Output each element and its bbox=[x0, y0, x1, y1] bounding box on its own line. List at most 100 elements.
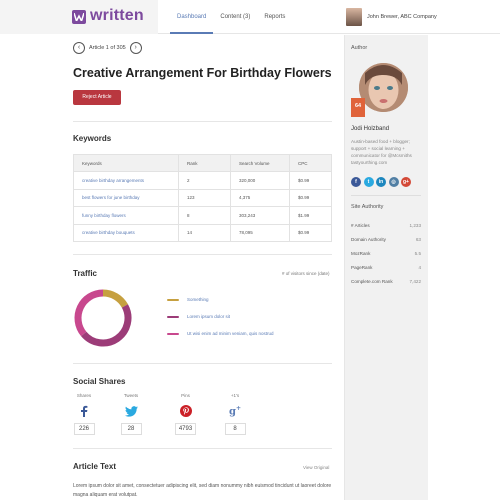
share-pinterest: Pins 4793 bbox=[167, 393, 204, 435]
keywords-heading: Keywords bbox=[73, 134, 112, 143]
main-nav: Dashboard Content (3) Reports bbox=[170, 0, 292, 34]
article-body: Lorem ipsum dolor sit amet, consectetuer… bbox=[73, 483, 332, 498]
col-rank[interactable]: Rank bbox=[178, 154, 231, 172]
divider bbox=[351, 195, 421, 196]
table-row: creative birthday bouquets 14 78,095 $0.… bbox=[73, 223, 332, 242]
keyword-cell[interactable]: funny birthday flowers bbox=[73, 206, 179, 225]
stat-value: 7,422 bbox=[409, 279, 422, 284]
social-shares: Shares 226 Tweets 28 Pins 4793 +1's g+ 8 bbox=[73, 393, 266, 435]
share-count: 4793 bbox=[175, 423, 196, 435]
volume-cell: 4,375 bbox=[230, 188, 290, 207]
facebook-icon[interactable]: f bbox=[351, 177, 361, 187]
traffic-donut-chart bbox=[74, 289, 132, 347]
author-social-links: f t in ◎ g+ bbox=[351, 177, 411, 187]
donut-segment bbox=[102, 289, 128, 308]
article-pager: ‹ Article 1 of 305 › bbox=[73, 42, 142, 54]
visitors-label: # of visitors since (date) bbox=[282, 271, 330, 276]
legend-swatch bbox=[167, 298, 179, 301]
twitter-icon[interactable]: t bbox=[363, 177, 374, 187]
logo-text: written bbox=[90, 7, 144, 24]
site-authority-heading: Site Authority bbox=[351, 204, 384, 210]
table-row: creative birthday arrangements 2 320,000… bbox=[73, 171, 332, 190]
stat-label: Complete.com Rank bbox=[351, 279, 393, 284]
volume-cell: 320,000 bbox=[230, 171, 290, 190]
chevron-left-icon[interactable]: ‹ bbox=[73, 42, 85, 54]
logo-area[interactable]: written bbox=[0, 0, 158, 34]
user-menu[interactable]: John Brewer, ABC Company bbox=[346, 8, 437, 26]
twitter-icon[interactable] bbox=[124, 402, 138, 420]
keyword-cell[interactable]: best flowers for june birthday bbox=[73, 188, 179, 207]
instagram-icon[interactable]: ◎ bbox=[388, 177, 399, 187]
keywords-table: Keywords Rank Search Volume CPC creative… bbox=[73, 154, 332, 242]
keyword-cell[interactable]: creative birthday arrangements bbox=[73, 171, 179, 190]
pager-text: Article 1 of 305 bbox=[89, 45, 126, 51]
keyword-cell[interactable]: creative birthday bouquets bbox=[73, 223, 179, 242]
stat-label: # Articles bbox=[351, 223, 370, 228]
legend-item: Lorem ipsum dolor sit bbox=[167, 314, 230, 319]
nav-content[interactable]: Content (3) bbox=[220, 14, 251, 20]
google-plus-icon[interactable]: g+ bbox=[401, 177, 411, 187]
share-count: 8 bbox=[224, 423, 246, 435]
legend-item: Ut wisi enim ad minim veniam, quis nostr… bbox=[167, 331, 274, 336]
reject-article-button[interactable]: Reject Article bbox=[73, 90, 121, 105]
logo-icon bbox=[72, 10, 86, 24]
share-label: Pins bbox=[181, 393, 190, 398]
chevron-right-icon[interactable]: › bbox=[129, 42, 142, 54]
google-plus-icon[interactable]: g+ bbox=[228, 404, 242, 418]
share-count: 28 bbox=[120, 423, 142, 435]
rank-cell: 2 bbox=[178, 171, 231, 190]
social-shares-heading: Social Shares bbox=[73, 377, 126, 386]
cpc-cell: $0.99 bbox=[289, 223, 332, 242]
facebook-icon[interactable] bbox=[80, 402, 88, 420]
table-row: funny birthday flowers 8 303,243 $1.99 bbox=[73, 206, 332, 225]
rank-cell: 123 bbox=[178, 188, 231, 207]
share-label: Tweets bbox=[123, 393, 139, 398]
rank-cell: 8 bbox=[178, 206, 231, 225]
share-count: 226 bbox=[73, 423, 95, 435]
share-twitter: Tweets 28 bbox=[95, 393, 167, 435]
share-label: Shares bbox=[76, 393, 92, 398]
col-keywords[interactable]: Keywords bbox=[73, 154, 179, 172]
pinterest-icon[interactable] bbox=[179, 402, 192, 420]
nav-dashboard[interactable]: Dashboard bbox=[170, 0, 214, 34]
legend-label: Ut wisi enim ad minim veniam, quis nostr… bbox=[187, 331, 274, 336]
page-title: Creative Arrangement For Birthday Flower… bbox=[73, 66, 332, 80]
stat-label: PageRank bbox=[351, 265, 373, 270]
author-avatar[interactable] bbox=[359, 63, 408, 112]
stat-value: 1,233 bbox=[409, 223, 422, 228]
col-cpc[interactable]: CPC bbox=[289, 154, 332, 172]
share-facebook: Shares 226 bbox=[73, 393, 95, 435]
nav-reports[interactable]: Reports bbox=[264, 14, 286, 20]
avatar bbox=[346, 8, 362, 26]
user-name: John Brewer, ABC Company bbox=[367, 14, 437, 20]
donut-segment bbox=[81, 304, 132, 347]
volume-cell: 78,095 bbox=[230, 223, 290, 242]
legend-swatch bbox=[167, 315, 179, 318]
stat-row: # Articles 1,233 bbox=[351, 223, 421, 228]
legend-item: Something bbox=[167, 297, 209, 302]
share-google-plus: +1's g+ 8 bbox=[204, 393, 266, 435]
view-original-link[interactable]: View Original bbox=[303, 465, 330, 470]
stat-row: Domain Authority 63 bbox=[351, 237, 421, 242]
stat-row: PageRank 4 bbox=[351, 265, 421, 270]
author-score-badge: 64 bbox=[351, 98, 365, 117]
linkedin-icon[interactable]: in bbox=[376, 177, 386, 187]
volume-cell: 303,243 bbox=[230, 206, 290, 225]
cpc-cell: $0.99 bbox=[289, 171, 332, 190]
cpc-cell: $1.99 bbox=[289, 206, 332, 225]
divider bbox=[73, 363, 332, 364]
stat-value: 63 bbox=[415, 237, 421, 242]
stat-row: MozRank 5.5 bbox=[351, 251, 421, 256]
col-search-volume[interactable]: Search Volume bbox=[230, 154, 290, 172]
rank-cell: 14 bbox=[178, 223, 231, 242]
stat-value: 4 bbox=[418, 265, 421, 270]
article-text-heading: Article Text bbox=[73, 462, 116, 471]
divider bbox=[73, 254, 332, 255]
cpc-cell: $0.99 bbox=[289, 188, 332, 207]
divider bbox=[73, 121, 332, 122]
top-bar: written Dashboard Content (3) Reports Jo… bbox=[0, 0, 500, 34]
stat-label: Domain Authority bbox=[351, 237, 386, 242]
stat-label: MozRank bbox=[351, 251, 371, 256]
share-label: +1's bbox=[230, 393, 240, 398]
author-name: Jodi Holzband bbox=[351, 126, 390, 132]
